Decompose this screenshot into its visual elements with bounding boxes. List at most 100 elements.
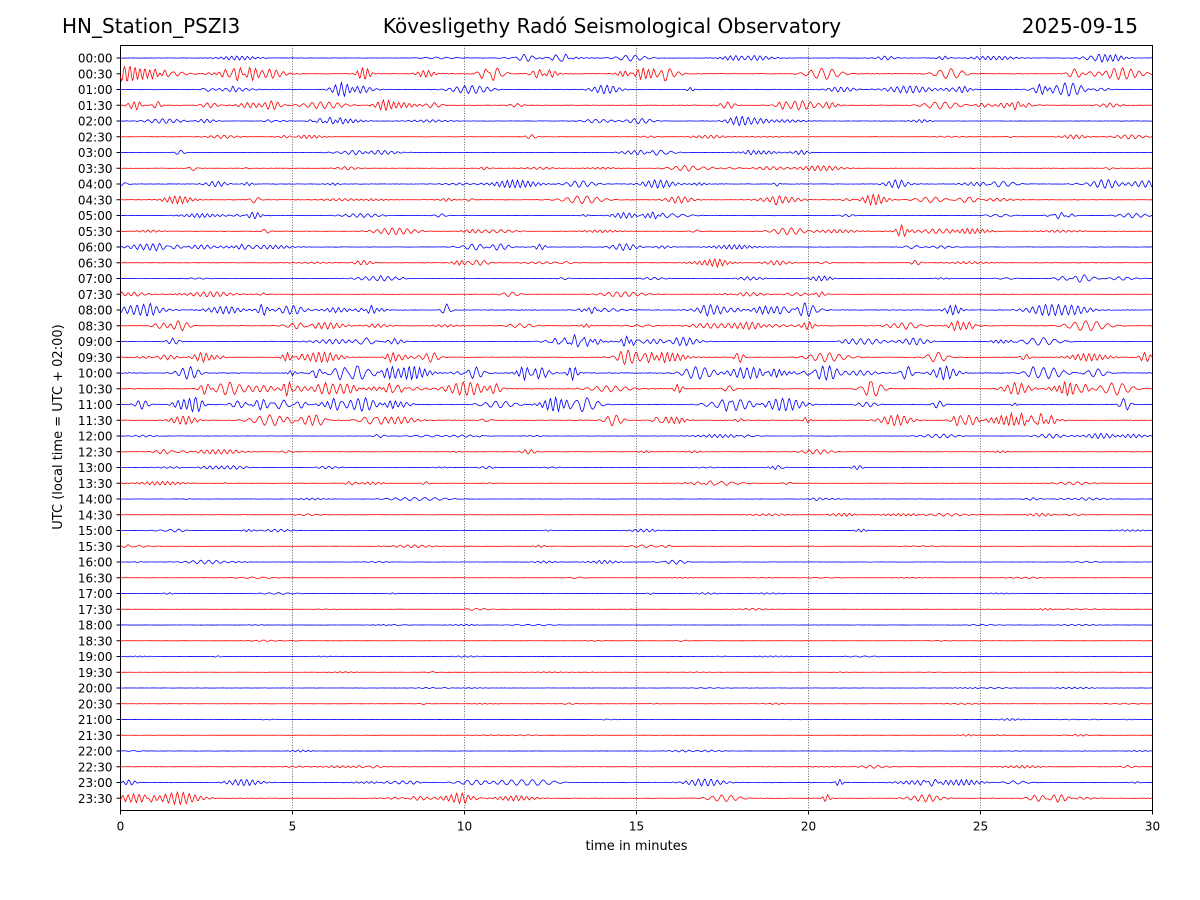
chart-date: 2025-09-15 [1021,14,1138,38]
trace-1030 [120,380,1153,397]
trace-1430 [120,512,1153,517]
y-tick-label-0730: 07:30 [78,288,113,302]
trace-2000 [120,686,1153,690]
trace-1330 [120,480,1153,486]
y-tick-label-0900: 09:00 [78,335,113,349]
trace-1830 [120,639,1153,642]
trace-2230 [120,764,1153,769]
vertical-grid [292,45,981,811]
y-tick-label-0600: 06:00 [78,241,113,255]
trace-0900 [120,333,1153,348]
y-tick-label-2130: 21:30 [78,729,113,743]
trace-1600 [120,559,1153,565]
trace-2200 [120,749,1153,753]
trace-0300 [120,149,1153,156]
y-tick-label-1930: 19:30 [78,666,113,680]
y-tick-label-1800: 18:00 [78,619,113,633]
y-tick-label-0500: 05:00 [78,209,113,223]
trace-0830 [120,320,1153,332]
y-tick-label-0230: 02:30 [78,130,113,144]
y-tick-label-1300: 13:00 [78,461,113,475]
trace-0930 [120,349,1153,366]
y-tick-label-1130: 11:30 [78,414,113,428]
trace-1800 [120,623,1153,627]
trace-1730 [120,607,1153,611]
trace-2030 [120,702,1153,705]
trace-0230 [120,134,1153,140]
y-tick-label-1100: 11:00 [78,398,113,412]
x-tick-label-25: 25 [973,820,988,834]
observatory-title: Kövesligethy Radó Seismological Observat… [382,14,842,38]
y-tick-label-1400: 14:00 [78,493,113,507]
trace-0430 [120,193,1153,207]
y-tick-label-2030: 20:30 [78,697,113,711]
y-tick-label-0300: 03:00 [78,146,113,160]
trace-1700 [120,592,1153,595]
trace-2130 [120,733,1153,737]
trace-1100 [120,396,1153,413]
trace-0600 [120,242,1153,252]
trace-0000 [120,53,1153,63]
station-name: HN_Station_PSZI3 [62,14,241,38]
trace-0800 [120,302,1153,318]
y-tick-label-0100: 01:00 [78,83,113,97]
trace-0330 [120,164,1153,172]
y-tick-label-0700: 07:00 [78,272,113,286]
y-tick-label-1430: 14:30 [78,508,113,522]
trace-1530 [120,544,1153,549]
x-tick-label-15: 15 [629,820,644,834]
y-tick-label-0200: 02:00 [78,115,113,129]
y-tick-label-2100: 21:00 [78,713,113,727]
x-tick-label-5: 5 [289,820,297,834]
y-axis-label: UTC (local time = UTC + 02:00) [51,324,66,529]
trace-1900 [120,655,1153,658]
trace-1130 [120,411,1153,427]
x-tick-label-20: 20 [801,820,816,834]
trace-0500 [120,211,1153,220]
y-tick-label-2300: 23:00 [78,776,113,790]
trace-1630 [120,576,1153,580]
trace-1300 [120,465,1153,470]
y-tick-label-0130: 01:30 [78,99,113,113]
trace-0530 [120,223,1153,238]
y-tick-label-0930: 09:30 [78,351,113,365]
y-tick-label-2330: 23:30 [78,792,113,806]
trace-2300 [120,778,1153,787]
trace-0400 [120,178,1153,190]
y-tick-label-0030: 00:30 [78,67,113,81]
y-tick-label-1630: 16:30 [78,571,113,585]
y-tick-label-1030: 10:30 [78,382,113,396]
y-tick-label-2000: 20:00 [78,682,113,696]
y-tick-label-1900: 19:00 [78,650,113,664]
y-tick-label-0530: 05:30 [78,225,113,239]
trace-2100 [120,718,1153,721]
y-tick-label-0330: 03:30 [78,162,113,176]
trace-0030 [120,65,1153,82]
y-tick-label-0800: 08:00 [78,304,113,318]
y-tick-label-0430: 04:30 [78,193,113,207]
y-tick-label-1700: 17:00 [78,587,113,601]
y-tick-label-1230: 12:30 [78,445,113,459]
trace-0100 [120,81,1153,98]
y-tick-label-0400: 04:00 [78,178,113,192]
x-tick-label-30: 30 [1145,820,1160,834]
y-tick-label-1730: 17:30 [78,603,113,617]
trace-0200 [120,115,1153,127]
y-tick-label-1000: 10:00 [78,367,113,381]
trace-1200 [120,433,1153,439]
y-tick-label-1830: 18:30 [78,634,113,648]
y-tick-label-0000: 00:00 [78,52,113,66]
trace-0700 [120,274,1153,283]
y-tick-label-2200: 22:00 [78,745,113,759]
trace-0130 [120,98,1153,111]
y-tick-label-2230: 22:30 [78,760,113,774]
trace-1000 [120,364,1153,382]
y-tick-label-0830: 08:30 [78,319,113,333]
x-tick-label-0: 0 [117,820,125,834]
trace-2330 [120,790,1153,806]
y-tick-label-0630: 06:30 [78,256,113,270]
trace-0730 [120,291,1153,298]
trace-1930 [120,671,1153,674]
